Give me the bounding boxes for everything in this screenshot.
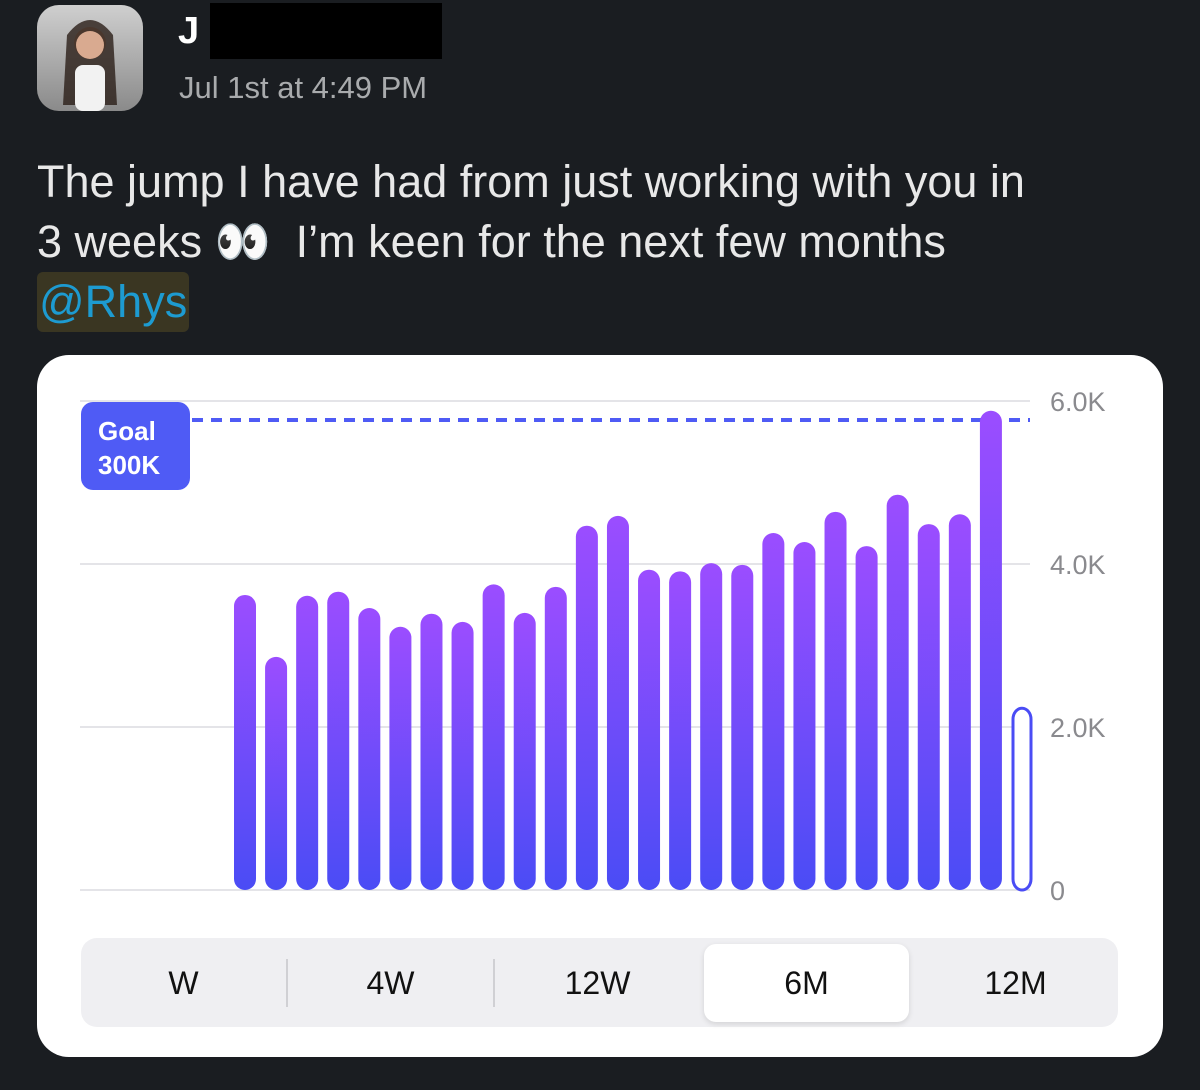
- bar[interactable]: [917, 524, 940, 890]
- segment-divider: [286, 958, 288, 1007]
- bar[interactable]: [482, 584, 505, 890]
- segment-divider: [493, 958, 495, 1007]
- bar[interactable]: [327, 591, 350, 890]
- goal-badge: Goal 300K: [81, 402, 190, 490]
- bar[interactable]: [855, 546, 878, 890]
- bar[interactable]: [824, 511, 847, 890]
- bar[interactable]: [886, 494, 909, 890]
- bar[interactable]: [979, 410, 1002, 890]
- text: I’m keen for the next few months: [270, 216, 946, 267]
- bar[interactable]: [389, 626, 412, 890]
- bar[interactable]: [544, 586, 567, 890]
- bar[interactable]: [513, 612, 536, 890]
- bar[interactable]: [1011, 706, 1033, 892]
- goal-label: Goal: [98, 416, 156, 446]
- bar[interactable]: [265, 656, 288, 890]
- bar[interactable]: [358, 608, 381, 890]
- segment-12m[interactable]: 12M: [984, 964, 1047, 1001]
- bar[interactable]: [420, 613, 443, 890]
- y-tick-label: 0: [1050, 876, 1065, 906]
- avatar[interactable]: [37, 5, 143, 111]
- redaction-box: [210, 3, 442, 59]
- bar[interactable]: [638, 569, 661, 890]
- period-segmented-control: W 4W 12W 6M 12M: [81, 938, 1118, 1027]
- bar[interactable]: [793, 541, 816, 890]
- y-tick-label: 2.0K: [1050, 713, 1106, 743]
- bar[interactable]: [731, 564, 754, 890]
- timestamp[interactable]: Jul 1st at 4:49 PM: [179, 70, 428, 105]
- message-text: The jump I have had from just working wi…: [37, 152, 1177, 332]
- bar[interactable]: [296, 595, 319, 890]
- bar[interactable]: [606, 515, 629, 890]
- text: 3 weeks: [37, 216, 215, 267]
- author-name[interactable]: J: [178, 10, 200, 52]
- bar[interactable]: [762, 533, 785, 890]
- bar[interactable]: [234, 594, 256, 890]
- bar[interactable]: [948, 514, 971, 890]
- segment-w[interactable]: W: [168, 964, 199, 1001]
- message-line: The jump I have had from just working wi…: [37, 156, 1025, 207]
- bar[interactable]: [669, 571, 692, 890]
- segment-4w[interactable]: 4W: [366, 964, 415, 1001]
- bar[interactable]: [451, 621, 474, 890]
- segment-6m[interactable]: 6M: [704, 943, 909, 1022]
- user-mention[interactable]: @Rhys: [37, 272, 190, 332]
- goal-value: 300K: [98, 450, 161, 480]
- segment-12w[interactable]: 12W: [564, 964, 631, 1001]
- bar[interactable]: [575, 525, 598, 890]
- message-line: 3 weeks 👀 I’m keen for the next few mont…: [37, 212, 1177, 272]
- y-tick-label: 6.0K: [1050, 387, 1106, 417]
- bar[interactable]: [700, 563, 723, 890]
- eyes-emoji-icon: 👀: [214, 216, 271, 267]
- y-tick-label: 4.0K: [1050, 550, 1106, 580]
